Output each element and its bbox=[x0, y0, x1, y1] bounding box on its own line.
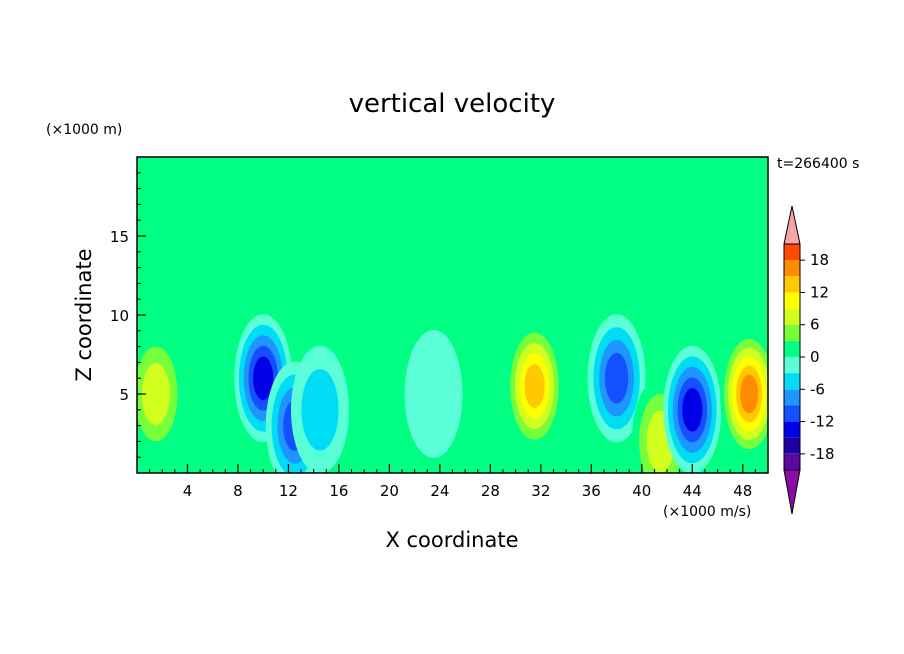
colorbar-tick-label: 12 bbox=[810, 283, 829, 301]
x-tick-label: 20 bbox=[380, 482, 399, 500]
colorbar-tick-label: -12 bbox=[810, 413, 835, 431]
colorbar-tick-label: 6 bbox=[810, 316, 820, 334]
x-tick-label: 48 bbox=[733, 482, 752, 500]
x-tick-label: 4 bbox=[183, 482, 193, 500]
y-axis-ticks: 5 10 15 bbox=[110, 172, 146, 458]
x-tick-label: 36 bbox=[582, 482, 601, 500]
colorbar-swatch bbox=[784, 308, 800, 325]
colorbar-swatch bbox=[784, 437, 800, 454]
contour-band-8-4 bbox=[682, 388, 703, 432]
colorbar-swatch bbox=[784, 292, 800, 309]
time-label: t=266400 s bbox=[777, 156, 859, 172]
y-tick-label: 5 bbox=[119, 386, 129, 404]
y-unit-label: (×1000 m) bbox=[46, 122, 122, 138]
contour-band-1-4 bbox=[253, 356, 274, 401]
contour-band-0-2 bbox=[141, 363, 170, 425]
colorbar-swatch bbox=[784, 244, 800, 261]
x-tick-label: 44 bbox=[683, 482, 702, 500]
x-unit-label: (×1000 m/s) bbox=[663, 504, 751, 520]
colorbar-swatch bbox=[784, 276, 800, 293]
colorbar-tick-label: -6 bbox=[810, 380, 825, 398]
colorbar-swatch bbox=[784, 340, 800, 357]
colorbar-tick-label: 0 bbox=[810, 348, 820, 366]
colorbar-swatch bbox=[784, 260, 800, 277]
y-tick-label: 15 bbox=[110, 228, 129, 246]
contour-band-9-5 bbox=[740, 374, 759, 414]
colorbar-swatch bbox=[784, 453, 800, 470]
contour-band-6-3 bbox=[604, 352, 629, 404]
x-tick-label: 8 bbox=[233, 482, 243, 500]
contour-field bbox=[137, 157, 768, 473]
colorbar-over-arrow bbox=[783, 205, 801, 245]
colorbar-tick-label: 18 bbox=[810, 251, 829, 269]
x-tick-label: 24 bbox=[430, 482, 449, 500]
x-tick-label: 12 bbox=[279, 482, 298, 500]
colorbar-swatch bbox=[784, 421, 800, 438]
contour-band-4-0 bbox=[404, 330, 463, 458]
x-tick-label: 32 bbox=[531, 482, 550, 500]
contour-band-3-1 bbox=[301, 369, 339, 451]
x-axis-ticks: 4 8 12 16 20 24 28 32 36 40 44 48 bbox=[149, 464, 756, 500]
colorbar-swatch bbox=[784, 324, 800, 341]
colorbar-tick-label: -18 bbox=[810, 445, 835, 463]
colorbar: 18 12 6 0 -6 -12 -18 bbox=[783, 205, 835, 515]
contour-band-5-4 bbox=[524, 364, 545, 408]
x-axis-label: X coordinate bbox=[385, 528, 518, 552]
chart-title: vertical velocity bbox=[349, 89, 556, 119]
colorbar-under-arrow bbox=[783, 469, 801, 515]
colorbar-swatch bbox=[784, 357, 800, 374]
x-tick-label: 40 bbox=[632, 482, 651, 500]
y-tick-label: 10 bbox=[110, 307, 129, 325]
colorbar-swatch bbox=[784, 373, 800, 390]
x-tick-label: 28 bbox=[481, 482, 500, 500]
colorbar-swatch bbox=[784, 405, 800, 422]
colorbar-swatch bbox=[784, 389, 800, 406]
x-tick-label: 16 bbox=[329, 482, 348, 500]
y-axis-label: Z coordinate bbox=[72, 248, 96, 381]
